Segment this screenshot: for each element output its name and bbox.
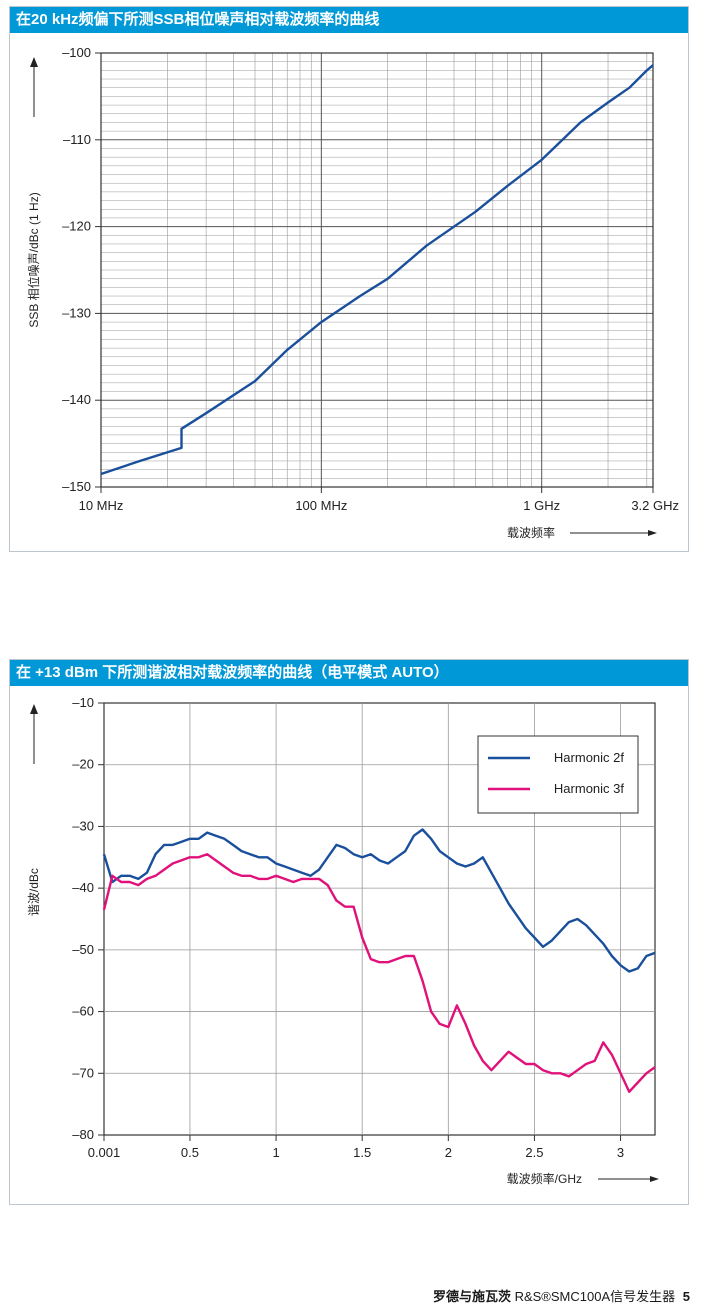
chart-title: 在 +13 dBm 下所测谐波相对载波频率的曲线（电平模式 AUTO） — [10, 660, 688, 686]
y-axis-arrowhead — [30, 57, 38, 67]
legend-label: Harmonic 2f — [554, 750, 624, 765]
x-axis-arrowhead — [648, 530, 657, 536]
y-tick-label: –100 — [62, 45, 91, 60]
y-tick-label: –140 — [62, 392, 91, 407]
y-tick-label: –130 — [62, 305, 91, 320]
y-tick-label: –20 — [72, 757, 94, 772]
y-tick-label: –150 — [62, 479, 91, 494]
phase-noise-chart-panel: 在20 kHz频偏下所测SSB相位噪声相对载波频率的曲线 –150 –140 –13… — [9, 6, 689, 552]
y-axis-label: 谐波/dBc — [27, 868, 41, 916]
y-tick-label: –50 — [72, 942, 94, 957]
x-tick-label: 1.5 — [353, 1145, 371, 1160]
x-tick-label: 2 — [445, 1145, 452, 1160]
harmonic-3f-line — [102, 852, 656, 1093]
y-tick-label: –10 — [72, 695, 94, 710]
x-tick-label: 1 — [272, 1145, 279, 1160]
y-tick-label: –40 — [72, 880, 94, 895]
y-tick-label: –80 — [72, 1127, 94, 1142]
x-tick-label: 0.5 — [181, 1145, 199, 1160]
y-tick-label: –30 — [72, 818, 94, 833]
x-axis-label: 载波频率 — [507, 525, 555, 540]
y-axis-label: SSB 相位噪声/dBc (1 Hz) — [26, 192, 41, 327]
y-tick-label: –70 — [72, 1065, 94, 1080]
x-tick-label: 10 MHz — [79, 498, 124, 513]
x-tick-label: 1 GHz — [523, 498, 560, 513]
harmonics-chart-panel: 在 +13 dBm 下所测谐波相对载波频率的曲线（电平模式 AUTO） –80–… — [9, 659, 689, 1205]
x-tick-label: 3.2 GHz — [631, 498, 679, 513]
y-axis-arrowhead — [30, 704, 38, 714]
legend-box — [477, 735, 639, 814]
page-footer: 罗德与施瓦茨 R&S®SMC100A信号发生器 5 — [433, 1286, 690, 1305]
chart-title: 在20 kHz频偏下所测SSB相位噪声相对载波频率的曲线 — [10, 7, 688, 33]
phase-noise-chart: –150 –140 –130 –120 –110 –100 10 MHz 100 MHz 1 G… — [26, 45, 679, 540]
x-tick-label: 0.001 — [88, 1145, 121, 1160]
harmonics-chart: –80 –70 –60 –50 –40 –30 –20 –10 0.001 0.5 1 1.5 2 2.5… — [27, 695, 659, 1186]
y-tick-label: –120 — [62, 219, 91, 234]
phase-noise-line — [100, 64, 654, 476]
x-axis-label: 载波频率/GHz — [507, 1171, 582, 1186]
harmonic-2f-line — [102, 828, 656, 973]
x-tick-label: 2.5 — [525, 1145, 543, 1160]
footer-brand: 罗德与施瓦茨 — [432, 1289, 511, 1304]
page-number: 5 — [682, 1289, 690, 1304]
plot-frame — [100, 52, 654, 488]
footer-product: R&S®SMC100A信号发生器 — [514, 1289, 676, 1304]
x-axis-arrowhead — [650, 1176, 659, 1182]
y-tick-label: –60 — [72, 1004, 94, 1019]
x-tick-label: 3 — [617, 1145, 624, 1160]
legend-label: Harmonic 3f — [554, 781, 624, 796]
y-tick-label: –110 — [63, 132, 91, 147]
x-tick-label: 100 MHz — [295, 498, 347, 513]
